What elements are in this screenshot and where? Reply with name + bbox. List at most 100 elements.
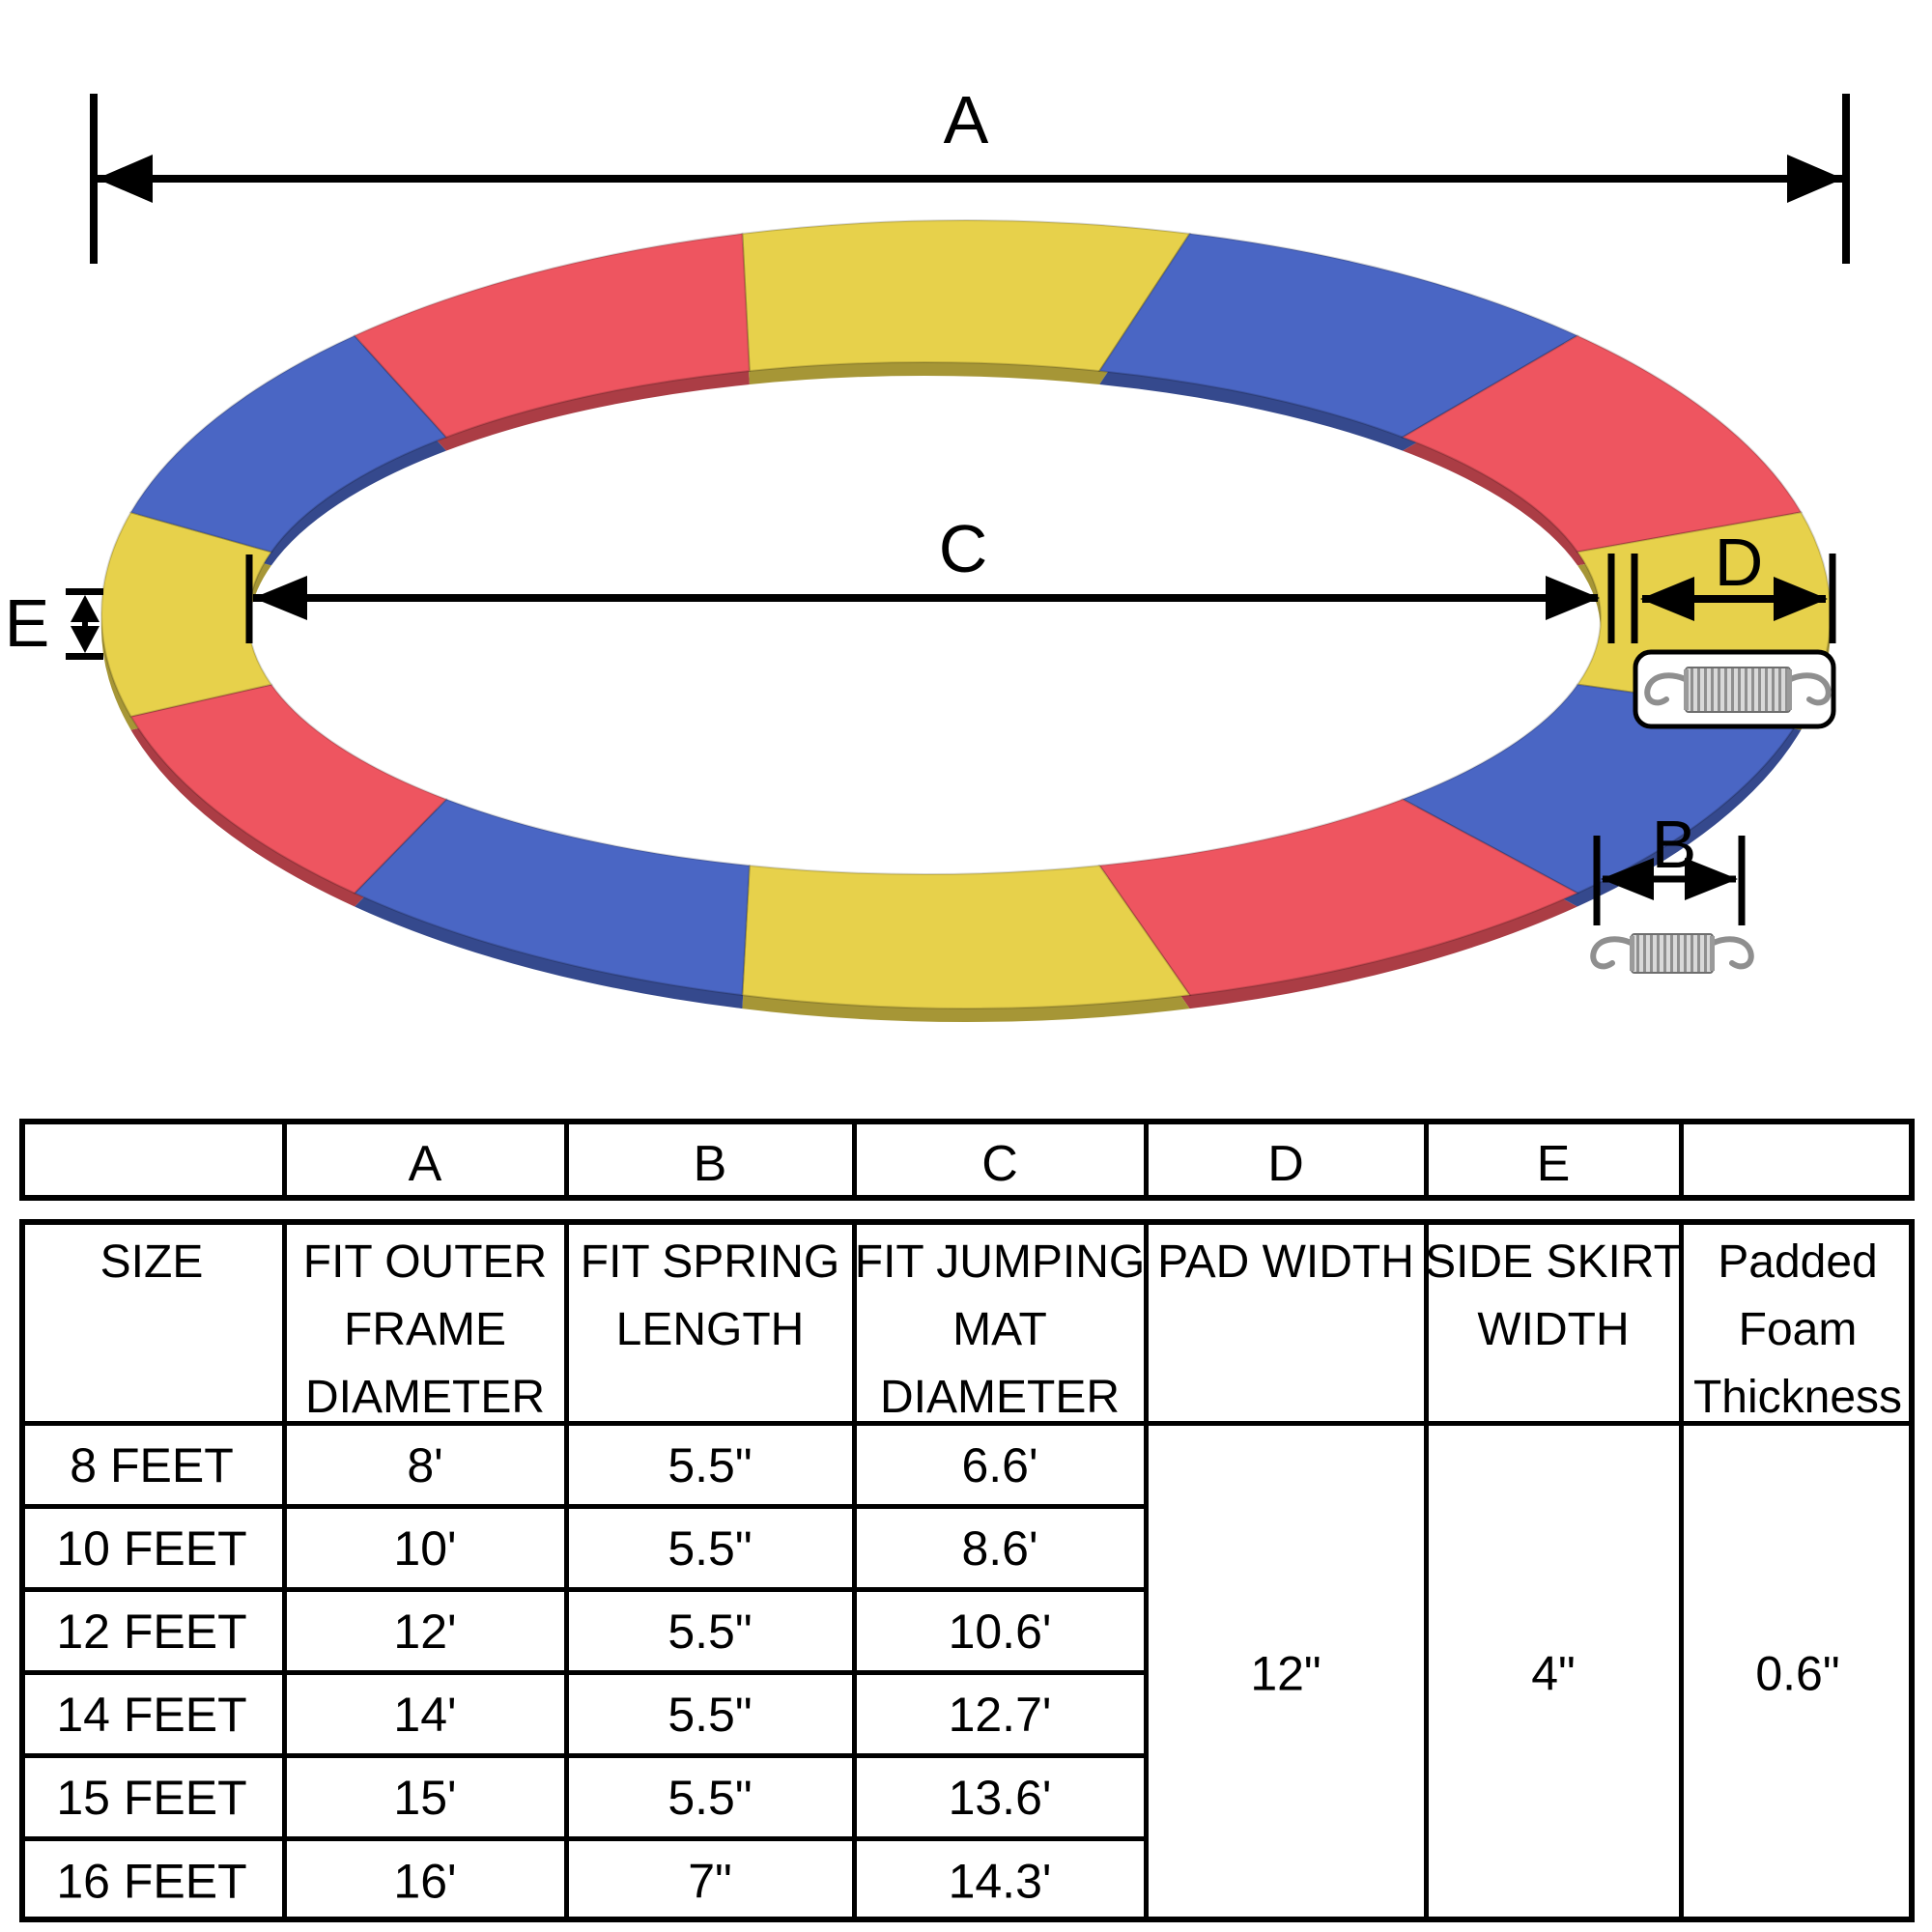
dim-c-left-arrowhead — [253, 576, 307, 620]
dim-c-line — [253, 594, 1598, 602]
dim-c-left-tick — [245, 554, 253, 643]
data-row-separator — [19, 1587, 1146, 1592]
table-cell: 16 FEET — [56, 1855, 246, 1909]
table-line — [1679, 1219, 1684, 1922]
dim-a-left-tick — [90, 94, 98, 264]
pad-segment-red — [353, 232, 751, 439]
dim-c-right-tick-1 — [1607, 554, 1615, 643]
table-line — [282, 1219, 287, 1922]
dim-e-label: E — [5, 585, 50, 661]
dim-c-right-arrowhead — [1546, 576, 1600, 620]
size-table: A B C D E SIZE FIT OUTER FRAME DIAMETER FIT SPRIN… — [19, 1119, 1915, 1922]
table-cell: 8' — [407, 1438, 442, 1492]
table-line — [1144, 1119, 1149, 1201]
letter-row-border-bottom — [19, 1195, 1915, 1201]
table-cell: 5.5" — [668, 1771, 752, 1825]
column-header: SIDE SKIRT — [1425, 1236, 1682, 1288]
column-header: DIAMETER — [880, 1372, 1120, 1423]
dim-e-top-tick — [66, 588, 103, 595]
data-row-separator — [19, 1836, 1146, 1841]
column-header: Padded — [1718, 1236, 1878, 1288]
spring-coil — [1631, 933, 1714, 974]
table-cell: 14.3' — [949, 1855, 1052, 1909]
dim-e-down-arrowhead — [71, 626, 99, 653]
spring-coil-right-cap — [1787, 669, 1792, 710]
table-border-left — [19, 1219, 25, 1922]
table-line — [1424, 1119, 1429, 1201]
table-cell: 12.7' — [949, 1688, 1052, 1742]
table-cell: 10.6' — [949, 1605, 1052, 1659]
dim-d-left-arrowhead — [1640, 577, 1694, 621]
letter-row-border-top — [19, 1119, 1915, 1124]
letter-header-e: E — [1537, 1136, 1571, 1192]
letter-header-d: D — [1267, 1136, 1304, 1192]
column-header: Thickness — [1693, 1372, 1902, 1423]
dim-b-label: B — [1652, 807, 1697, 882]
spring-coil-right-cap — [1710, 936, 1715, 971]
merged-cell-side-skirt-width: 4" — [1531, 1647, 1576, 1701]
dim-d-line — [1642, 595, 1826, 603]
table-cell: 6.6' — [961, 1438, 1037, 1492]
table-cell: 12 FEET — [56, 1605, 246, 1659]
dim-a-line — [97, 175, 1843, 183]
dim-e-bottom-tick — [66, 653, 103, 660]
dim-a-right-tick — [1842, 94, 1850, 264]
column-header: PAD WIDTH — [1157, 1236, 1414, 1288]
data-row-separator — [19, 1504, 1146, 1509]
column-header: SIZE — [100, 1236, 204, 1288]
table-cell: 14 FEET — [56, 1688, 246, 1742]
spring-icon-boxed — [1644, 667, 1832, 713]
data-row-separator — [19, 1753, 1146, 1758]
table-cell: 5.5" — [668, 1521, 752, 1576]
table-border-right — [1909, 1219, 1915, 1922]
dim-c-right-tick-2 — [1631, 554, 1638, 643]
spring-coil — [1685, 667, 1791, 713]
dim-d-right-arrowhead — [1774, 577, 1828, 621]
table-border-top — [19, 1219, 1915, 1225]
column-header: FIT SPRING — [581, 1236, 839, 1288]
table-line — [1144, 1219, 1149, 1922]
table-line — [852, 1219, 857, 1922]
merged-cell-padded-foam-thickness: 0.6" — [1755, 1647, 1839, 1701]
table-cell: 5.5" — [668, 1605, 752, 1659]
table-cell: 12' — [393, 1605, 456, 1659]
column-header: WIDTH — [1477, 1304, 1629, 1355]
letter-header-b: B — [694, 1136, 727, 1192]
table-line — [852, 1119, 857, 1201]
column-header: Foam — [1739, 1304, 1858, 1355]
dim-a-left-arrowhead — [97, 155, 153, 203]
table-cell: 8 FEET — [70, 1438, 233, 1492]
column-header: DIAMETER — [305, 1372, 545, 1423]
header-row-separator — [19, 1421, 1915, 1426]
dim-d-label: D — [1715, 525, 1764, 600]
table-cell: 14' — [393, 1688, 456, 1742]
dimension-annotations: A C D E B — [5, 82, 1850, 925]
dim-b-right-tick — [1738, 836, 1746, 925]
table-cell: 10' — [393, 1521, 456, 1576]
dim-e-up-arrowhead — [71, 595, 99, 622]
spring-coil-left-cap — [1630, 936, 1634, 971]
dim-b-left-arrowhead — [1601, 858, 1654, 900]
pad-ring — [100, 219, 1832, 1022]
column-header: FIT OUTER — [303, 1236, 547, 1288]
table-line — [564, 1219, 569, 1922]
dim-e-shaft — [82, 616, 88, 632]
table-cell: 5.5" — [668, 1438, 752, 1492]
column-header: MAT — [952, 1304, 1047, 1355]
table-cell: 16' — [393, 1855, 456, 1909]
merged-cell-pad-width: 12" — [1250, 1647, 1321, 1701]
spring-coil-left-cap — [1684, 669, 1689, 710]
spring-left-hook — [1590, 936, 1637, 970]
dim-c-label: C — [939, 511, 988, 586]
column-header: FRAME — [344, 1304, 506, 1355]
spring-icons — [1590, 649, 1836, 974]
letter-row-border-right — [1909, 1119, 1915, 1201]
dim-a-right-arrowhead — [1787, 155, 1843, 203]
column-header: LENGTH — [616, 1304, 805, 1355]
dim-b-line — [1603, 875, 1736, 883]
table-cell: 8.6' — [961, 1521, 1037, 1576]
table-cell: 5.5" — [668, 1688, 752, 1742]
table-border-bottom — [19, 1917, 1915, 1922]
table-cell: 10 FEET — [56, 1521, 246, 1576]
